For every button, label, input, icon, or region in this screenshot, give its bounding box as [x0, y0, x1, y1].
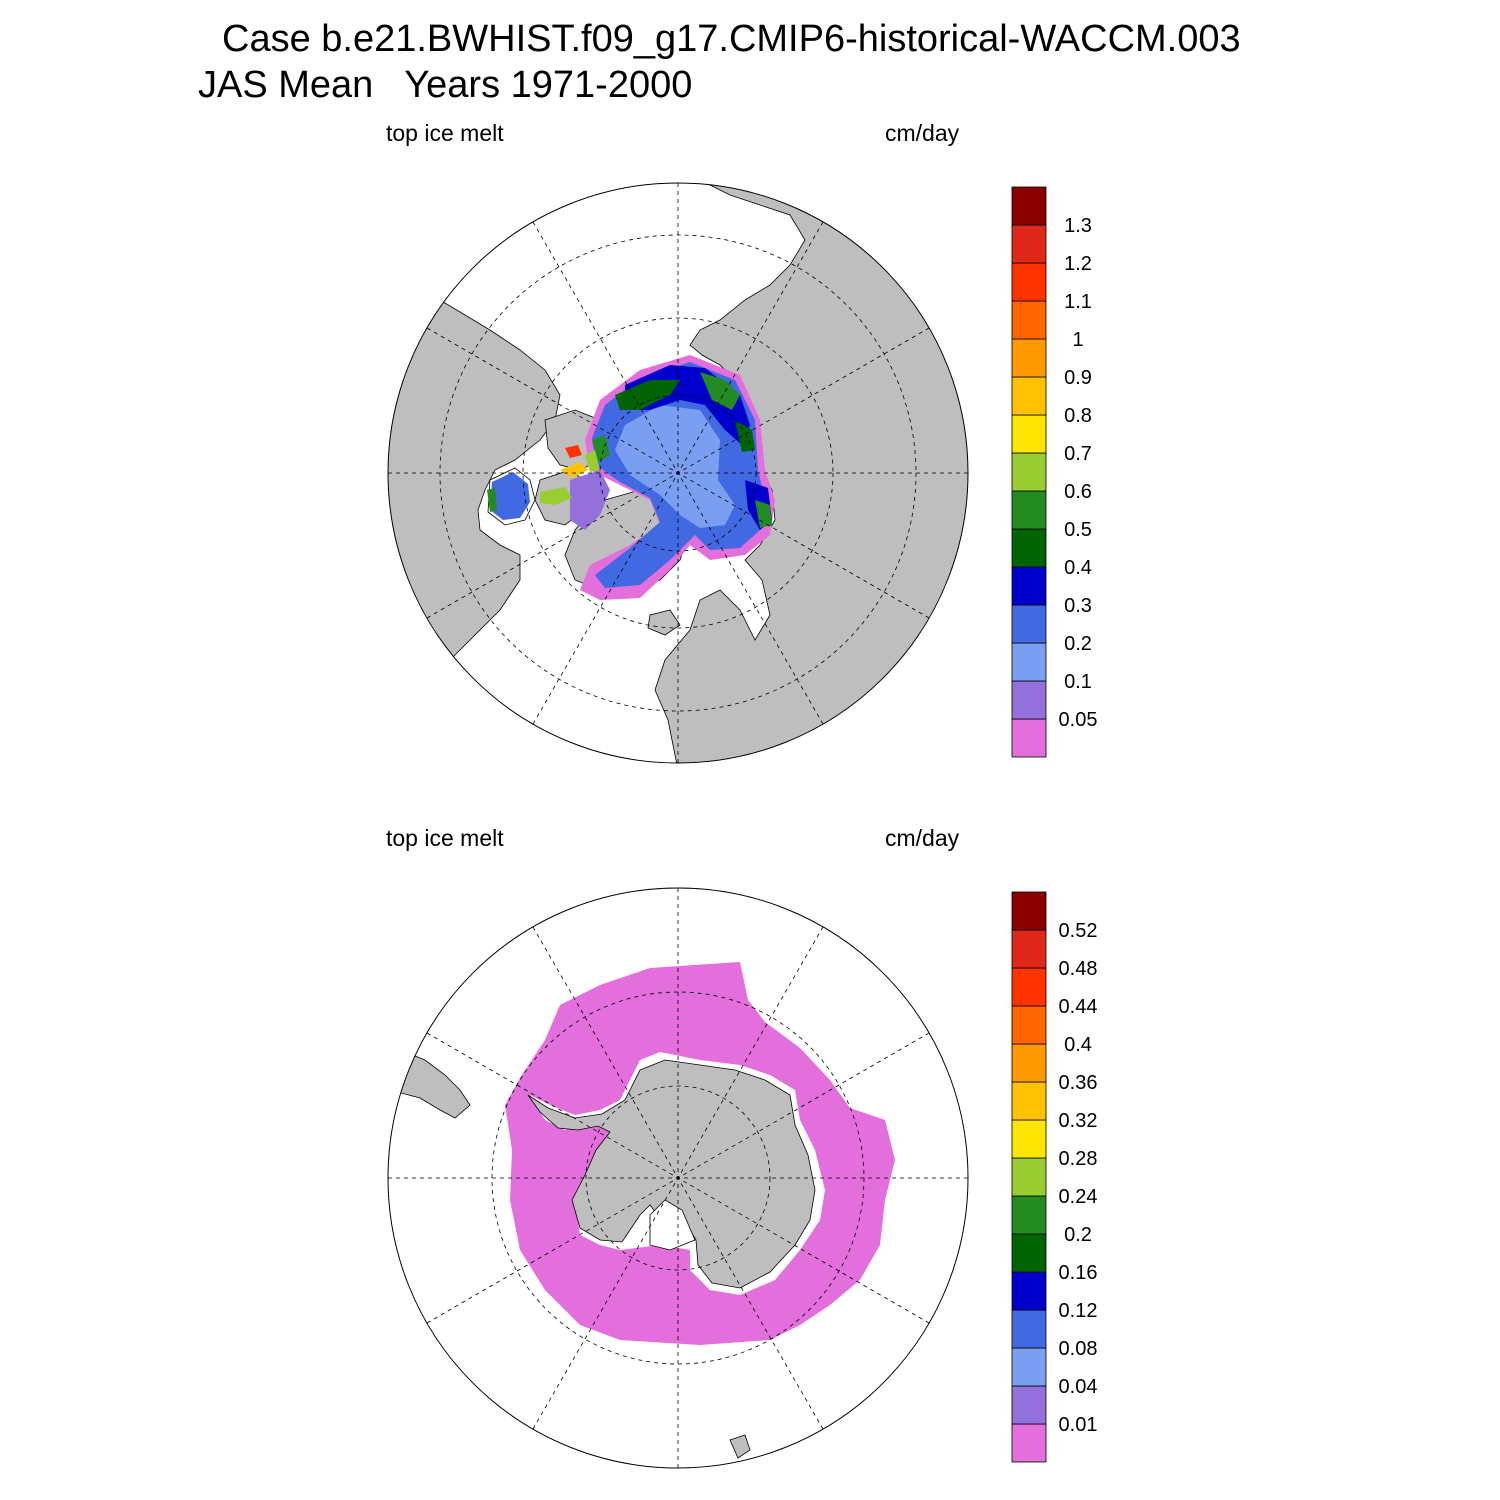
north-ice-channel-red — [565, 445, 582, 458]
south-map-border — [387, 887, 969, 1469]
north-graticule — [388, 183, 968, 763]
north-colorbar-swatch — [1011, 680, 1047, 720]
south-colorbar-swatch — [1011, 1233, 1047, 1273]
south-colorbar-tick-label: 0.12 — [1059, 1300, 1098, 1322]
south-land-islands — [729, 1434, 751, 1459]
south-colorbar-tick-label: 0.52 — [1059, 920, 1098, 942]
south-colorbar-swatch — [1011, 967, 1047, 1007]
north-colorbar-swatch — [1011, 604, 1047, 644]
south-colorbar-tick-label: 0.16 — [1059, 1262, 1098, 1284]
north-colorbar-swatch — [1011, 338, 1047, 378]
north-panel-units-label: cm/day — [885, 120, 960, 146]
north-land-iceland — [647, 609, 681, 636]
south-colorbar-swatch — [1011, 1043, 1047, 1083]
north-ice-channel-green — [540, 487, 572, 505]
south-colorbar-swatch — [1011, 1005, 1047, 1045]
north-ice-channel-green2 — [592, 435, 610, 462]
north-panel-variable-label: top ice melt — [386, 120, 504, 146]
south-colorbar-swatch — [1011, 929, 1047, 969]
north-colorbar-tick-label: 0.2 — [1064, 633, 1092, 655]
north-colorbar-swatch — [1011, 528, 1047, 568]
south-colorbar-swatch — [1011, 1309, 1047, 1349]
north-colorbar-swatch — [1011, 224, 1047, 264]
south-panel-units-label: cm/day — [885, 825, 960, 851]
north-ice-hudson-green — [487, 488, 497, 512]
north-colorbar: 0.05 0.1 0.2 0.3 0.4 0.5 0.6 0.7 0.8 0.9 1 1.1 1.2 1.… — [1011, 186, 1098, 758]
north-colorbar-swatch — [1011, 414, 1047, 454]
south-colorbar-swatch — [1011, 1119, 1047, 1159]
north-colorbar-tick-label: 0.5 — [1064, 519, 1092, 541]
south-colorbar-swatch — [1011, 1081, 1047, 1121]
period-title: JAS Mean Years 1971-2000 — [198, 64, 693, 106]
south-colorbar: 0.01 0.04 0.08 0.12 0.16 0.2 0.24 0.28 0.32 0.36 0… — [1011, 891, 1098, 1463]
south-graticule — [388, 888, 968, 1468]
north-ice-channel-yellow — [585, 450, 600, 472]
north-colorbar-tick-label: 0.3 — [1064, 595, 1092, 617]
north-map-border — [387, 182, 969, 764]
south-polar-map — [387, 887, 969, 1469]
north-ice-green-siberia — [615, 380, 680, 410]
north-ice-green-barents — [755, 500, 772, 528]
south-colorbar-tick-label: 0.24 — [1059, 1186, 1098, 1208]
south-colorbar-tick-label: 0.2 — [1064, 1224, 1092, 1246]
north-colorbar-tick-label: 0.4 — [1064, 557, 1092, 579]
south-colorbar-swatch — [1011, 1195, 1047, 1235]
north-ice-baffin — [570, 470, 610, 530]
north-colorbar-swatch — [1011, 718, 1047, 758]
south-panel-variable-label: top ice melt — [386, 825, 504, 851]
north-ice-channel-orange — [560, 462, 588, 478]
north-colorbar-swatch — [1011, 300, 1047, 340]
north-colorbar-tick-label: 0.9 — [1064, 367, 1092, 389]
south-colorbar-tick-label: 0.08 — [1059, 1338, 1098, 1360]
north-colorbar-tick-label: 0.1 — [1064, 671, 1092, 693]
north-colorbar-swatch — [1011, 566, 1047, 606]
south-colorbar-tick-label: 0.01 — [1059, 1414, 1098, 1436]
south-colorbar-swatch — [1011, 1271, 1047, 1311]
north-ice-inner — [615, 405, 735, 528]
north-colorbar-swatch — [1011, 376, 1047, 416]
south-colorbar-swatch — [1011, 1347, 1047, 1387]
south-colorbar-tick-label: 0.44 — [1059, 996, 1098, 1018]
south-colorbar-swatch — [1011, 891, 1047, 931]
south-colorbar-tick-label: 0.36 — [1059, 1072, 1098, 1094]
north-land-north-america — [388, 279, 561, 721]
south-colorbar-swatch — [1011, 1157, 1047, 1197]
case-title: Case b.e21.BWHIST.f09_g17.CMIP6-historic… — [222, 18, 1241, 60]
south-colorbar-swatch — [1011, 1385, 1047, 1425]
north-colorbar-swatch — [1011, 452, 1047, 492]
north-colorbar-tick-label: 1.1 — [1064, 291, 1092, 313]
north-colorbar-swatch — [1011, 262, 1047, 302]
north-colorbar-tick-label: 1.3 — [1064, 215, 1092, 237]
south-colorbar-swatch — [1011, 1423, 1047, 1463]
south-colorbar-tick-label: 0.28 — [1059, 1148, 1098, 1170]
south-colorbar-tick-label: 0.04 — [1059, 1376, 1098, 1398]
north-colorbar-tick-label: 1.2 — [1064, 253, 1092, 275]
north-ice-green-laptev — [700, 372, 740, 410]
south-colorbar-tick-label: 0.32 — [1059, 1110, 1098, 1132]
south-colorbar-tick-label: 0.4 — [1064, 1034, 1092, 1056]
north-colorbar-tick-label: 0.7 — [1064, 443, 1092, 465]
north-colorbar-swatch — [1011, 490, 1047, 530]
north-colorbar-tick-label: 1 — [1072, 329, 1083, 351]
south-ice-ring — [505, 962, 895, 1345]
north-colorbar-swatch — [1011, 186, 1047, 226]
north-polar-map — [387, 182, 969, 764]
north-ice-hudson — [490, 472, 530, 520]
north-colorbar-tick-label: 0.6 — [1064, 481, 1092, 503]
south-colorbar-tick-label: 0.48 — [1059, 958, 1098, 980]
north-colorbar-tick-label: 0.05 — [1059, 709, 1098, 731]
north-colorbar-tick-label: 0.8 — [1064, 405, 1092, 427]
north-colorbar-swatch — [1011, 642, 1047, 682]
